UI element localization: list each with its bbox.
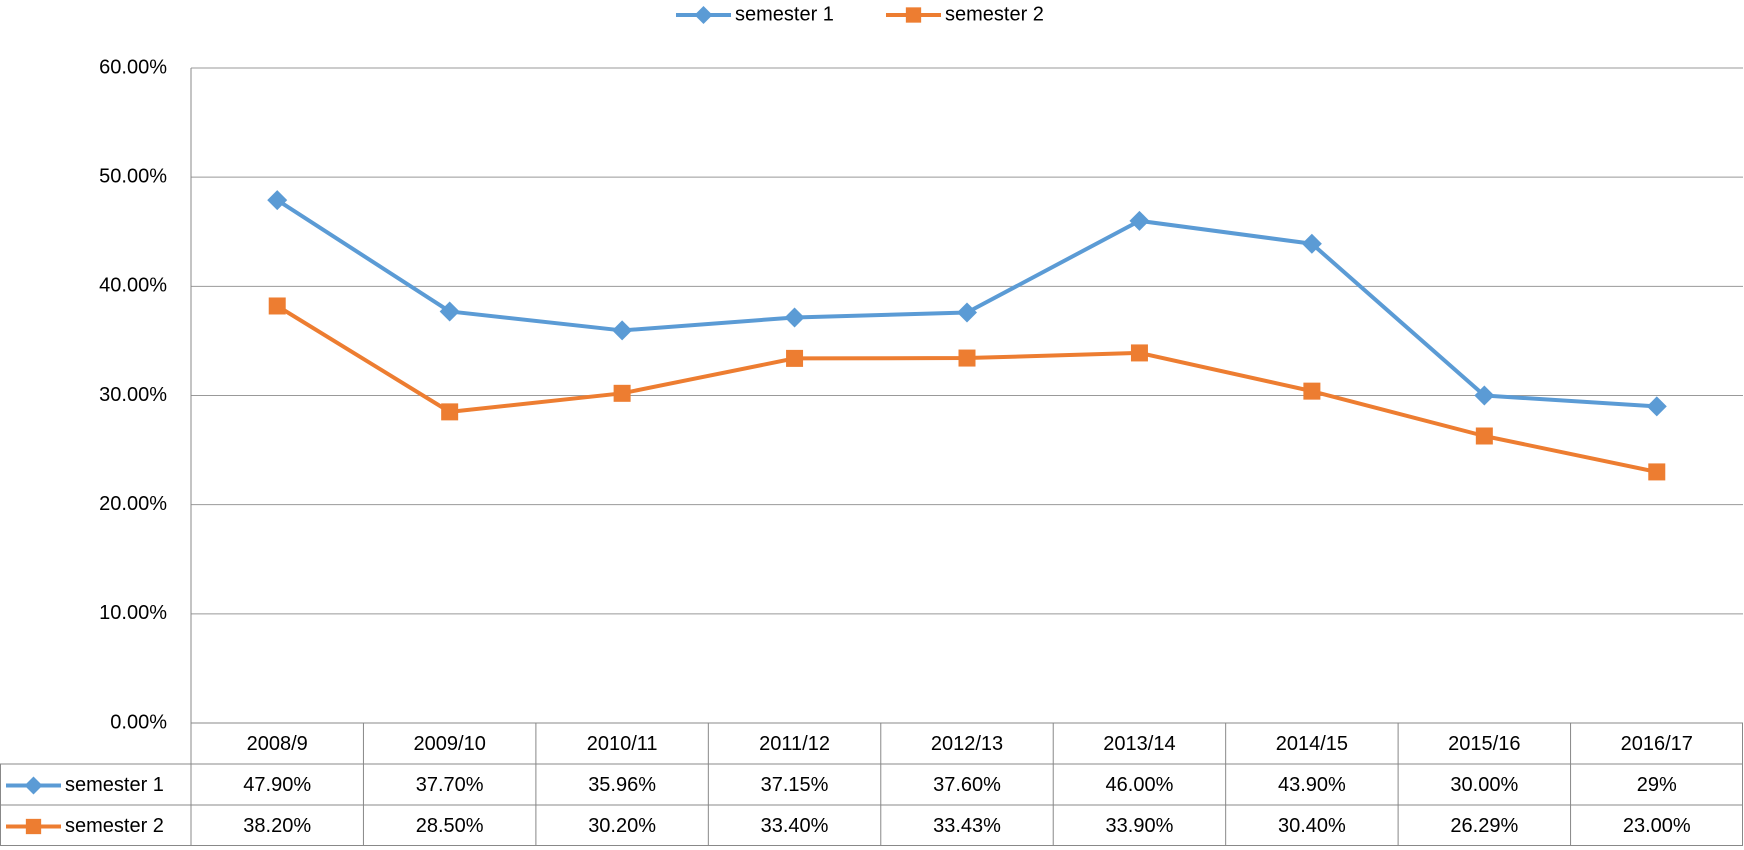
legend-label: semester 1 <box>735 3 834 25</box>
x-tick-label: 2012/13 <box>931 733 1003 755</box>
table-cell: 30.00% <box>1450 774 1518 796</box>
table-cell: 26.29% <box>1450 815 1518 837</box>
x-tick-label: 2016/17 <box>1621 733 1693 755</box>
table-series-name: semester 1 <box>65 774 164 796</box>
data-point <box>1646 396 1667 417</box>
data-point <box>441 403 459 421</box>
table-cell: 38.20% <box>243 815 311 837</box>
x-tick-label: 2009/10 <box>414 733 486 755</box>
y-tick-label: 20.00% <box>99 493 167 515</box>
y-tick-label: 10.00% <box>99 602 167 624</box>
table-cell: 37.60% <box>933 774 1001 796</box>
legend-key-marker <box>694 6 713 24</box>
legend-label: semester 2 <box>945 3 1044 25</box>
table-cell: 29% <box>1637 774 1677 796</box>
legend-key-marker <box>905 7 922 23</box>
table-cell: 43.90% <box>1278 774 1346 796</box>
data-point <box>1648 463 1666 481</box>
data-point <box>1303 382 1321 400</box>
table-cell: 28.50% <box>416 815 484 837</box>
table-cell: 33.40% <box>761 815 829 837</box>
x-tick-label: 2015/16 <box>1448 733 1520 755</box>
table-cell: 33.43% <box>933 815 1001 837</box>
x-tick-label: 2008/9 <box>247 733 308 755</box>
data-point <box>957 302 977 323</box>
x-tick-label: 2010/11 <box>587 733 658 755</box>
y-tick-label: 50.00% <box>99 165 167 187</box>
table-cell: 37.70% <box>416 774 484 796</box>
data-point <box>1301 233 1322 254</box>
table-series-name: semester 2 <box>65 815 164 837</box>
y-tick-label: 0.00% <box>110 711 167 733</box>
table-cell: 37.15% <box>761 774 829 796</box>
data-point <box>786 349 804 367</box>
x-tick-label: 2011/12 <box>759 733 830 755</box>
table-cell: 47.90% <box>243 774 311 796</box>
table-cell: 30.20% <box>588 815 656 837</box>
table-key-marker <box>24 776 43 795</box>
table-cell: 23.00% <box>1623 815 1691 837</box>
data-point <box>784 307 805 328</box>
x-tick-label: 2014/15 <box>1276 733 1348 755</box>
data-point <box>1474 385 1495 406</box>
data-point <box>1130 344 1148 362</box>
y-tick-label: 60.00% <box>99 56 167 78</box>
data-point <box>613 384 631 402</box>
table-cell: 35.96% <box>588 774 656 796</box>
x-tick-label: 2013/14 <box>1103 733 1175 755</box>
data-point <box>267 190 288 211</box>
data-point <box>1475 427 1493 445</box>
data-point <box>612 320 633 341</box>
table-cell: 33.90% <box>1106 815 1174 837</box>
y-tick-label: 30.00% <box>99 384 167 406</box>
data-point <box>958 349 976 367</box>
y-tick-label: 40.00% <box>99 275 167 297</box>
data-point <box>268 297 286 315</box>
series-line <box>276 304 1658 474</box>
data-point <box>439 301 460 322</box>
table-key-marker <box>25 818 42 835</box>
table-cell: 46.00% <box>1106 774 1174 796</box>
data-point <box>1129 210 1150 231</box>
table-cell: 30.40% <box>1278 815 1346 837</box>
